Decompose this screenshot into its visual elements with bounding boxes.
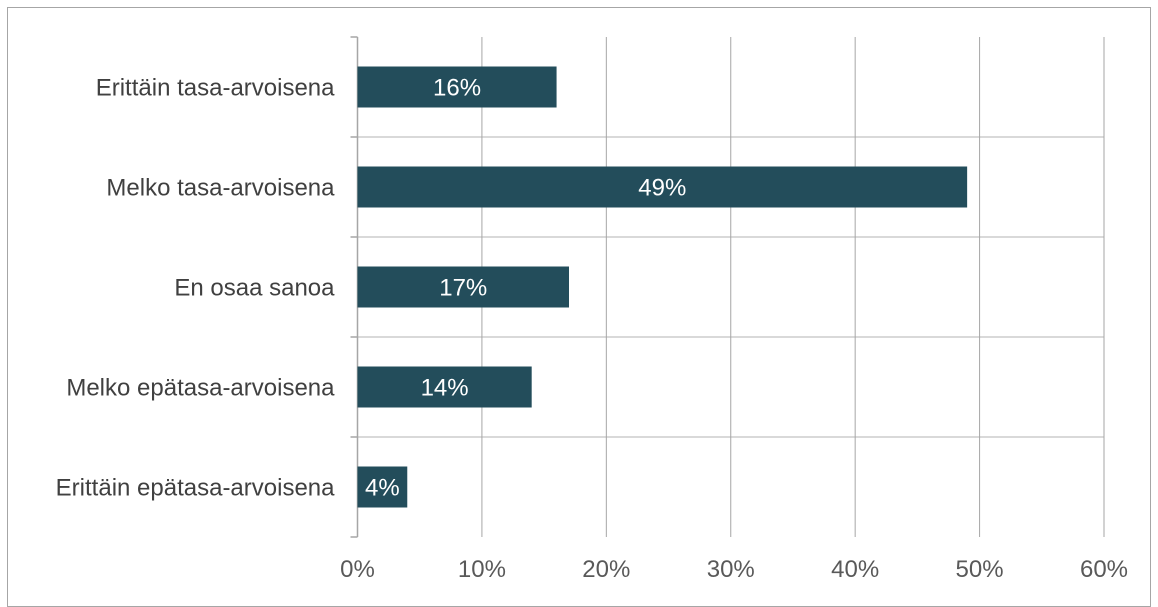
category-label: Melko tasa-arvoisena bbox=[106, 175, 335, 202]
gridlines bbox=[350, 36, 1105, 538]
data-label: 16% bbox=[433, 75, 481, 102]
data-label: 14% bbox=[421, 375, 469, 402]
bar bbox=[357, 66, 557, 108]
data-label: 49% bbox=[638, 175, 686, 202]
category-label: Erittäin tasa-arvoisena bbox=[96, 75, 335, 102]
x-tick-label: 30% bbox=[707, 556, 755, 583]
bar bbox=[357, 366, 532, 408]
x-tick-label: 50% bbox=[956, 556, 1004, 583]
chart-frame bbox=[7, 7, 1151, 607]
data-label: 17% bbox=[439, 275, 487, 302]
bar bbox=[357, 466, 408, 508]
bar bbox=[357, 166, 968, 208]
category-label: En osaa sanoa bbox=[174, 275, 335, 302]
category-label: Erittäin epätasa-arvoisena bbox=[56, 475, 335, 502]
x-tick-label: 0% bbox=[340, 556, 375, 583]
bars bbox=[357, 66, 968, 508]
x-tick-label: 10% bbox=[458, 556, 506, 583]
x-tick-label: 60% bbox=[1080, 556, 1128, 583]
data-label: 4% bbox=[365, 475, 400, 502]
bar bbox=[357, 266, 570, 308]
x-tick-label: 40% bbox=[831, 556, 879, 583]
x-tick-label: 20% bbox=[582, 556, 630, 583]
category-label: Melko epätasa-arvoisena bbox=[66, 375, 335, 402]
bar-chart: 16% Erittäin tasa-arvoisena 49% Melko tasa-… bbox=[56, 36, 1128, 584]
labels: 16% Erittäin tasa-arvoisena 49% Melko tasa-… bbox=[56, 75, 1128, 584]
